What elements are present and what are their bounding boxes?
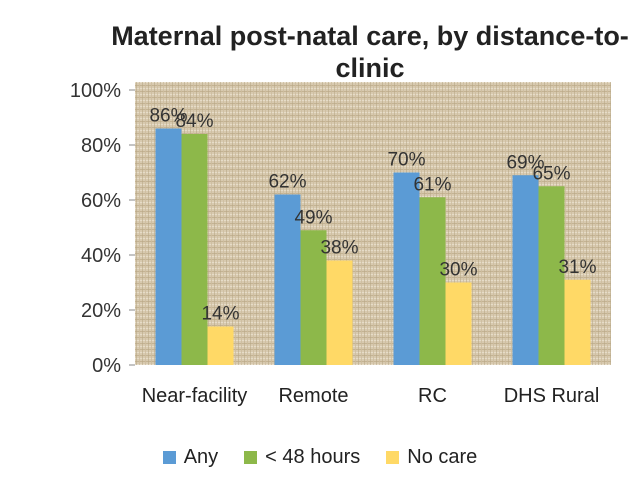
legend-label: No care (407, 446, 478, 468)
data-label: 84% (175, 111, 213, 132)
data-label: 65% (532, 163, 570, 184)
bar (512, 175, 539, 365)
bar (300, 230, 327, 365)
bar (393, 172, 420, 365)
legend-swatch (244, 451, 258, 464)
data-label: 38% (320, 238, 358, 259)
bar-chart: 0% 20% 40% 60% 80% 100% 86%84% 14% 62% 49% 38% 70%… (70, 80, 611, 407)
data-label: 86% (149, 106, 187, 127)
legend-item: < 48 hours (244, 446, 360, 469)
data-labels: 86%84% 14% 62% 49% 38% 70% 61% 30% 69%65% 31% (149, 106, 596, 325)
legend-swatch (162, 451, 176, 464)
bar (207, 326, 234, 365)
bar (274, 194, 301, 365)
data-label: 49% (294, 207, 332, 228)
y-tick-label: 0% (92, 355, 121, 377)
category-label: Remote (278, 385, 348, 407)
y-tick-label: 60% (81, 190, 121, 212)
y-tick-label: 80% (81, 135, 121, 157)
bar (538, 186, 565, 365)
bar (155, 128, 182, 365)
bar (564, 279, 591, 365)
bar (181, 134, 208, 365)
legend-label: < 48 hours (265, 446, 361, 468)
data-label: 70% (387, 150, 425, 171)
y-axis: 0% 20% 40% 60% 80% 100% (70, 80, 135, 377)
category-labels: Near-facility Remote RC DHS Rural (142, 385, 600, 407)
category-label: DHS Rural (504, 385, 600, 407)
data-label: 62% (268, 172, 306, 193)
category-label: RC (418, 385, 447, 407)
legend-label: Any (183, 446, 219, 468)
bar (419, 197, 446, 365)
category-label: Near-facility (142, 385, 248, 407)
legend-item: Any (162, 446, 219, 469)
chart-title: Maternal post-natal care, by distance-to… (111, 21, 629, 83)
legend: Any < 48 hours No care (0, 446, 640, 469)
legend-item: No care (386, 446, 477, 469)
bars (155, 128, 591, 365)
y-tick-label: 40% (81, 245, 121, 267)
y-tick-label: 20% (81, 300, 121, 322)
data-label: 69% (506, 152, 544, 173)
bar (445, 282, 472, 365)
data-label: 30% (439, 260, 477, 281)
legend-swatch (386, 451, 400, 464)
bar (326, 260, 353, 365)
data-label: 61% (413, 174, 451, 195)
data-label: 31% (558, 257, 596, 278)
y-tick-label: 100% (70, 80, 121, 102)
data-label: 14% (201, 304, 239, 325)
